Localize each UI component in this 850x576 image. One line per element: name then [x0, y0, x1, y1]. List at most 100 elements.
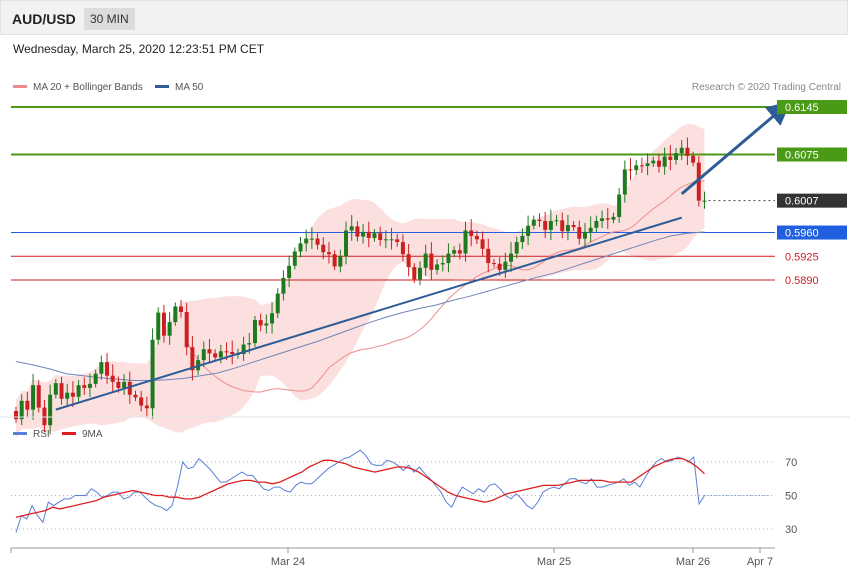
- candle: [383, 230, 388, 249]
- candle: [31, 373, 36, 420]
- candle-body: [218, 351, 223, 358]
- candle: [537, 213, 542, 227]
- candle-body: [486, 248, 491, 264]
- candle: [526, 215, 531, 246]
- candle: [463, 221, 468, 262]
- candle-body: [526, 225, 531, 236]
- candle-body: [161, 312, 166, 336]
- candle: [617, 188, 622, 223]
- candle: [247, 332, 252, 354]
- x-tick-label: Mar 26: [676, 556, 710, 568]
- candle-body: [383, 239, 388, 241]
- candle-body: [514, 242, 519, 254]
- candle-body: [150, 339, 155, 409]
- candle-body: [292, 251, 297, 266]
- candle-body: [400, 242, 405, 255]
- candle-body: [600, 218, 605, 221]
- candles: [14, 137, 707, 435]
- candle-body: [173, 306, 178, 323]
- candle-body: [19, 400, 24, 420]
- rsi-tick-label: 30: [785, 524, 797, 536]
- candle: [93, 369, 98, 388]
- candle: [184, 302, 189, 356]
- candle-body: [457, 250, 462, 254]
- bollinger-band-layer: [16, 123, 705, 439]
- candle-body: [196, 360, 201, 371]
- candle: [76, 379, 81, 402]
- rsi-legend-label: RSI: [33, 429, 50, 440]
- ma50-legend-swatch: [155, 85, 169, 88]
- candle: [235, 348, 240, 359]
- rsi-line: [15, 449, 705, 533]
- candle: [497, 257, 502, 276]
- support-trendline: [55, 216, 683, 411]
- price-tag-text: 0.6007: [785, 196, 819, 208]
- candle-body: [133, 394, 138, 398]
- candle: [531, 215, 536, 230]
- candle: [270, 301, 275, 334]
- candle: [560, 212, 565, 239]
- candle-body: [378, 233, 383, 240]
- candle: [503, 252, 508, 278]
- candle: [696, 156, 701, 207]
- candle-body: [520, 235, 525, 243]
- candle: [668, 145, 673, 171]
- candle: [400, 234, 405, 262]
- price-tag-text: 0.5960: [785, 228, 819, 240]
- candle: [469, 219, 474, 247]
- candle: [509, 242, 514, 272]
- candle-body: [258, 320, 263, 326]
- candle: [19, 394, 24, 426]
- candle-body: [82, 385, 87, 388]
- candle-body: [685, 147, 690, 156]
- candle-body: [446, 253, 451, 264]
- timeframe-badge[interactable]: 30 MIN: [84, 8, 135, 30]
- candle-body: [25, 400, 30, 410]
- candle: [378, 226, 383, 246]
- candle: [65, 383, 70, 407]
- candle: [520, 228, 525, 249]
- price-levels: [11, 106, 775, 281]
- rsi-ma-legend-swatch: [62, 432, 76, 435]
- candle-body: [565, 225, 570, 232]
- ma20-legend-label: MA 20 + Bollinger Bands: [33, 82, 143, 93]
- candle-body: [594, 221, 599, 228]
- candle-body: [156, 312, 161, 340]
- candle-body: [639, 165, 644, 167]
- candle: [99, 355, 104, 380]
- candle-body: [605, 218, 610, 220]
- candle-body: [99, 362, 104, 374]
- candle: [179, 299, 184, 318]
- candle-body: [554, 220, 559, 222]
- candle: [173, 302, 178, 326]
- candle: [281, 270, 286, 301]
- candle: [70, 381, 75, 408]
- candle-body: [110, 375, 115, 382]
- candle-body: [298, 243, 303, 252]
- candle: [332, 250, 337, 271]
- candle: [224, 342, 229, 361]
- candle-body: [349, 226, 354, 231]
- candle-body: [31, 385, 36, 410]
- candle: [349, 215, 354, 241]
- candle-body: [65, 392, 70, 399]
- candle: [361, 224, 366, 244]
- candle-body: [480, 239, 485, 249]
- candle: [144, 396, 149, 417]
- candle-body: [423, 253, 428, 268]
- candle-body: [179, 306, 184, 312]
- price-tags: 0.6145 0.6075 0.6007 0.5960 0.5925 0.5890: [777, 100, 847, 287]
- candle-body: [332, 254, 337, 267]
- candle: [412, 263, 417, 284]
- candle-body: [122, 381, 127, 388]
- candle-body: [662, 156, 667, 167]
- candle: [651, 156, 656, 167]
- candle-body: [309, 238, 314, 240]
- candle: [571, 221, 576, 231]
- candle-body: [622, 169, 627, 195]
- candle-body: [304, 238, 309, 244]
- candle: [252, 316, 257, 347]
- candle: [264, 314, 269, 334]
- candle-body: [190, 347, 195, 371]
- chart-credit: Research © 2020 Trading Central: [692, 82, 841, 93]
